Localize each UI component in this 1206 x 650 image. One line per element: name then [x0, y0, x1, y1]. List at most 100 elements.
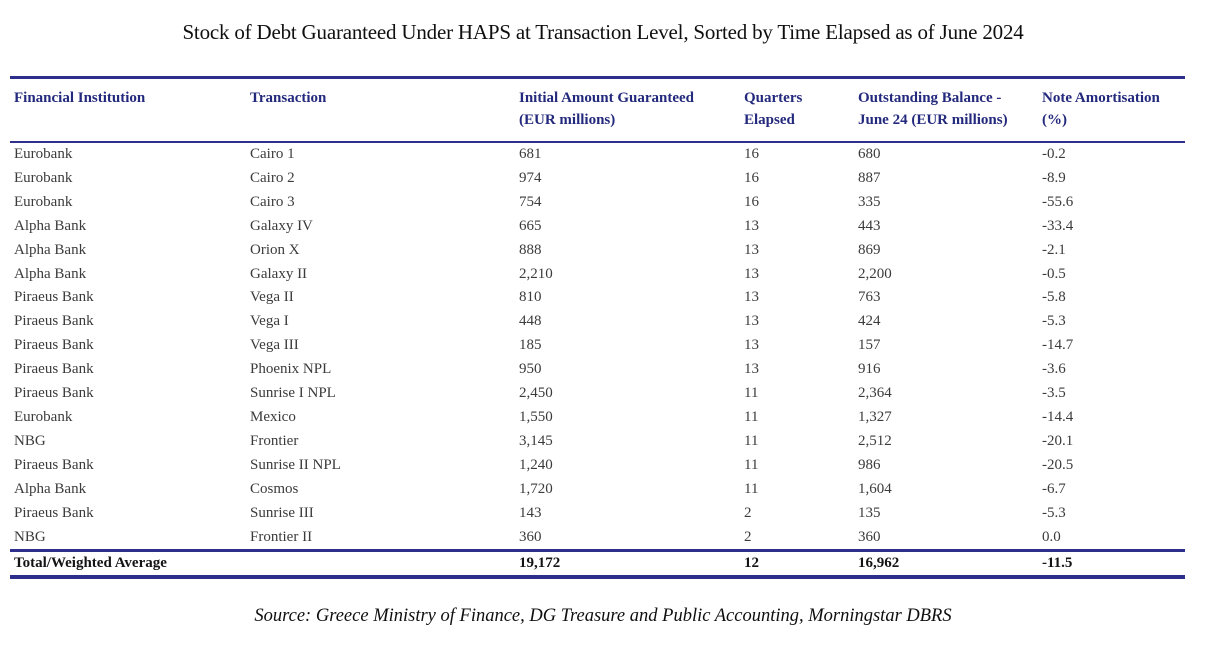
table-row: NBG Frontier II 360 2 360 0.0	[10, 526, 1185, 551]
header-line1: Transaction	[250, 90, 327, 106]
table-cell-transaction: Vega III	[250, 337, 299, 354]
table-cell-institution: Alpha Bank	[14, 241, 87, 258]
table-row: Eurobank Cairo 3 754 16 335 -55.6	[10, 191, 1185, 215]
table-cell-institution: Piraeus Bank	[14, 313, 94, 330]
table-cell-quarters-elapsed: 11	[744, 456, 759, 473]
table-cell-institution: Eurobank	[14, 408, 73, 425]
table-cell-initial-amount: 974	[519, 169, 542, 186]
table-cell-transaction: Sunrise III	[250, 504, 314, 521]
table-row: Piraeus Bank Sunrise II NPL 1,240 11 986 -20.…	[10, 454, 1185, 478]
column-header-note-amortisation: Note Amortisation (%)	[1038, 77, 1185, 143]
table-cell-outstanding-balance: 1,604	[858, 480, 892, 497]
table-row: Piraeus Bank Sunrise I NPL 2,450 11 2,364 -3.…	[10, 382, 1185, 406]
table-cell-quarters-elapsed: 13	[744, 241, 759, 258]
table-cell-transaction: Sunrise I NPL	[250, 385, 336, 402]
header-line1: Financial Institution	[14, 90, 146, 106]
table-cell-transaction: Cosmos	[250, 480, 299, 497]
table-cell-outstanding-balance: 1,327	[858, 408, 892, 425]
source-note: Source: Greece Ministry of Finance, DG T…	[254, 606, 952, 626]
table-cell-quarters-elapsed: 16	[744, 169, 759, 186]
table-cell-note-amortisation: -14.4	[1042, 408, 1074, 425]
table-cell-institution: Piraeus Bank	[14, 385, 94, 402]
table-cell-transaction: Orion X	[250, 241, 300, 258]
table-cell-transaction: Vega II	[250, 289, 294, 306]
column-header-initial-amount: Initial Amount Guaranteed (EUR millions)	[515, 77, 740, 143]
table-cell-outstanding-balance: 2,200	[858, 265, 892, 282]
table-cell-transaction: Vega I	[250, 313, 289, 330]
table-cell-initial-amount: 3,145	[519, 432, 553, 449]
column-header-transaction: Transaction	[246, 77, 515, 143]
table-row: Piraeus Bank Vega II 810 13 763 -5.8	[10, 286, 1185, 310]
table-cell-initial-amount: 754	[519, 193, 542, 210]
table-cell-institution: NBG	[14, 528, 46, 545]
header-line2: Elapsed	[744, 112, 795, 128]
table-cell-institution: Eurobank	[14, 169, 73, 186]
table-cell-initial-amount: 665	[519, 217, 542, 234]
table-cell-transaction: Cairo 2	[250, 169, 295, 186]
table-cell-transaction: Cairo 3	[250, 193, 295, 210]
table-cell-initial-amount: 2,210	[519, 265, 553, 282]
table-cell-quarters-elapsed: 11	[744, 385, 759, 402]
table-cell-institution: Piraeus Bank	[14, 337, 94, 354]
table-cell-outstanding-balance: 869	[858, 241, 881, 258]
table-cell-institution: NBG	[14, 432, 46, 449]
table-row: Piraeus Bank Sunrise III 143 2 135 -5.3	[10, 502, 1185, 526]
table-cell-note-amortisation: -5.8	[1042, 289, 1066, 306]
table-cell-outstanding-balance: 2,364	[858, 385, 892, 402]
table-row: Alpha Bank Cosmos 1,720 11 1,604 -6.7	[10, 478, 1185, 502]
total-outstanding-balance: 16,962	[854, 549, 1038, 578]
table-cell-outstanding-balance: 335	[858, 193, 881, 210]
header-line2: June 24 (EUR millions)	[858, 112, 1008, 128]
table-cell-transaction: Galaxy II	[250, 265, 308, 282]
table-cell-transaction: Sunrise II NPL	[250, 456, 341, 473]
table-cell-quarters-elapsed: 2	[744, 528, 752, 545]
table-cell-institution: Piraeus Bank	[14, 504, 94, 521]
table-cell-transaction: Mexico	[250, 408, 296, 425]
column-header-financial-institution: Financial Institution	[10, 77, 246, 143]
table-cell-institution: Alpha Bank	[14, 217, 87, 234]
table-cell-quarters-elapsed: 13	[744, 337, 759, 354]
table-cell-outstanding-balance: 763	[858, 289, 881, 306]
table-cell-outstanding-balance: 986	[858, 456, 881, 473]
header-line1: Initial Amount Guaranteed	[519, 90, 695, 106]
table-cell-note-amortisation: -5.3	[1042, 504, 1066, 521]
table-cell-note-amortisation: -55.6	[1042, 193, 1074, 210]
table-cell-outstanding-balance: 360	[858, 528, 881, 545]
table-cell-transaction: Phoenix NPL	[250, 361, 332, 378]
table-row: Eurobank Cairo 2 974 16 887 -8.9	[10, 167, 1185, 191]
table-cell-initial-amount: 1,240	[519, 456, 553, 473]
table-cell-institution: Alpha Bank	[14, 480, 87, 497]
table-row: Alpha Bank Orion X 888 13 869 -2.1	[10, 239, 1185, 263]
total-transaction-cell	[246, 549, 515, 578]
table-cell-quarters-elapsed: 2	[744, 504, 752, 521]
total-note-amortisation: -11.5	[1038, 549, 1185, 578]
header-line1: Outstanding Balance -	[858, 90, 1002, 106]
column-header-outstanding-balance: Outstanding Balance - June 24 (EUR milli…	[854, 77, 1038, 143]
table-cell-institution: Piraeus Bank	[14, 361, 94, 378]
table-row: Piraeus Bank Vega I 448 13 424 -5.3	[10, 310, 1185, 334]
table-cell-institution: Alpha Bank	[14, 265, 87, 282]
table-cell-note-amortisation: -33.4	[1042, 217, 1074, 234]
table-cell-note-amortisation: 0.0	[1042, 528, 1061, 545]
header-row: Financial Institution Transaction Initia…	[10, 77, 1185, 143]
table-cell-quarters-elapsed: 16	[744, 146, 759, 162]
table-cell-quarters-elapsed: 16	[744, 193, 759, 210]
table-cell-outstanding-balance: 443	[858, 217, 881, 234]
table-cell-transaction: Frontier II	[250, 528, 313, 545]
table-cell-institution: Piraeus Bank	[14, 289, 94, 306]
table-cell-note-amortisation: -20.5	[1042, 456, 1074, 473]
header-line2: (%)	[1042, 112, 1067, 128]
table-cell-initial-amount: 185	[519, 337, 542, 354]
table-cell-initial-amount: 810	[519, 289, 542, 306]
table-cell-quarters-elapsed: 13	[744, 313, 759, 330]
table-cell-quarters-elapsed: 13	[744, 265, 759, 282]
table-cell-note-amortisation: -3.6	[1042, 361, 1066, 378]
table-cell-outstanding-balance: 157	[858, 337, 881, 354]
table-cell-initial-amount: 143	[519, 504, 542, 521]
table-cell-note-amortisation: -5.3	[1042, 313, 1066, 330]
table-cell-initial-amount: 360	[519, 528, 542, 545]
total-initial-amount: 19,172	[515, 549, 740, 578]
table-cell-initial-amount: 681	[519, 146, 542, 162]
total-label: Total/Weighted Average	[10, 549, 246, 578]
table-cell-initial-amount: 888	[519, 241, 542, 258]
